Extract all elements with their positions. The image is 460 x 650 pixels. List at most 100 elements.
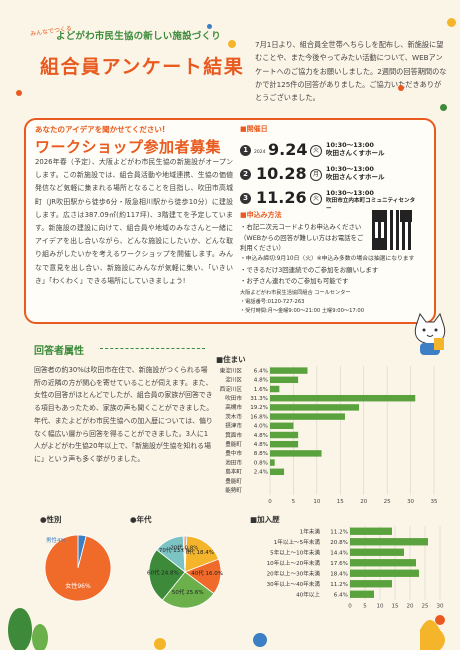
- contact-phone: ・電話番号:0120-727-263: [240, 299, 305, 305]
- bar: [270, 422, 294, 430]
- age-chart-title: ●年代: [130, 515, 152, 524]
- qr-code-icon[interactable]: [372, 210, 412, 250]
- bar: [270, 394, 416, 402]
- slice-label: 女性96%: [65, 582, 91, 590]
- tick-label: 15: [337, 499, 344, 505]
- tick-label: 25: [422, 604, 429, 610]
- decor-dot: [398, 85, 404, 91]
- tick-label: 30: [407, 499, 414, 505]
- age-pie-chart: 80代以上 0.8%30代 18.4% 40代 16.0% 50代 25.6% 60代…: [147, 535, 223, 609]
- category-label: 豊能町: [225, 440, 242, 448]
- data-label: 4.8%: [254, 378, 268, 384]
- age-chart-title-text: 年代: [136, 515, 152, 524]
- residence-chart-title: ■住まい: [216, 355, 246, 364]
- bar: [270, 450, 322, 457]
- category-label: 30年以上～40年未満: [267, 580, 321, 588]
- category-label: 10年以上～20年未満: [267, 559, 321, 567]
- respondents-title: 回答者属性: [34, 346, 84, 357]
- bar: [350, 527, 392, 535]
- category-label: 20年以上～30年未満: [267, 569, 321, 577]
- date-time: 10:30～13:00: [326, 189, 374, 197]
- category-label: 1年以上～5年未満: [274, 538, 321, 546]
- slice-label: 50代 25.6%: [172, 588, 204, 596]
- schedule-list: 1 2024 9.24 火 10:30～13:00 吹田さんくすホール 2 10…: [240, 140, 420, 212]
- data-label: 1.6%: [254, 387, 268, 393]
- residence-chart-title-text: 住まい: [223, 355, 246, 364]
- date-value: 10.28: [256, 164, 307, 183]
- data-label: 2.4%: [254, 470, 268, 476]
- category-label: 豊中市: [225, 449, 242, 457]
- slice-label: 60代 24.8%: [147, 569, 179, 577]
- date-value: 11.26: [256, 188, 307, 207]
- bar: [350, 559, 416, 567]
- date-time: 10:30～13:00: [326, 165, 374, 173]
- bar: [270, 440, 299, 448]
- gender-chart-title: ●性別: [40, 515, 62, 524]
- header-subtitle: よどがわ市民生協の新しい施設づくり: [56, 31, 221, 42]
- bar: [270, 367, 308, 374]
- category-label: 豊能町: [225, 477, 242, 485]
- apply-note-2: ・お子さん連れでのご参加も可能です: [240, 277, 349, 285]
- date-number: 1: [240, 145, 251, 156]
- category-label: 吹田市: [225, 394, 242, 402]
- decor-dot: [440, 104, 447, 111]
- contact-hours: ・受付時間:月～金曜9:00～21:00 土曜9:00～17:00: [240, 308, 365, 314]
- pie-slice: [184, 535, 220, 573]
- tick-label: 15: [392, 604, 399, 610]
- bar: [270, 413, 345, 420]
- category-label: 淀川区: [225, 376, 242, 384]
- data-label: 20.8%: [330, 540, 348, 546]
- mascot-cat-icon: [414, 312, 446, 355]
- date-place: 吹田市立内本町コミュニティセンター: [326, 198, 416, 212]
- respondents-divider: [100, 348, 205, 349]
- data-label: 8.8%: [254, 451, 268, 457]
- tick-label: 30: [437, 604, 444, 610]
- pie-slice: [161, 571, 215, 609]
- bar: [270, 468, 285, 476]
- slice-label: 70代 13.6%: [159, 546, 191, 554]
- workshop-title: ワークショップ参加者募集: [35, 138, 222, 156]
- data-label: 0.8%: [254, 460, 268, 466]
- category-label: 箕面市: [225, 431, 242, 439]
- date-place: 吹田さんくすホール: [326, 149, 385, 157]
- decor-dot: [16, 90, 22, 96]
- tick-label: 0: [348, 604, 352, 610]
- category-label: 島本町: [225, 468, 242, 476]
- pie-slice: [148, 549, 186, 601]
- tick-label: 20: [407, 604, 414, 610]
- workshop-subtitle: あなたのアイデアを聞かせてください!: [35, 125, 166, 134]
- category-label: 1年未満: [300, 527, 321, 535]
- category-label: 5年以上～10年未満: [270, 548, 320, 556]
- slice-label: 40代 16.0%: [191, 569, 223, 577]
- membership-chart-title-text: 加入歴: [257, 515, 280, 524]
- pie-slice: [44, 534, 112, 602]
- data-label: 4.8%: [254, 433, 268, 439]
- residence-chart: 0 5 10 15 20 25 30 35 東淀川区 6.4% 淀川区 4.8% 西淀川区 1.6% 吹田市…: [220, 366, 438, 505]
- slice-label: 20代 0.8%: [170, 544, 198, 552]
- category-label: 40年以上: [296, 590, 320, 598]
- category-label: 高槻市: [225, 403, 242, 411]
- data-label: 6.4%: [334, 592, 348, 598]
- intro-text: 7月1日より、組合員全世帯へちらしを配布し、新施設に望むことや、また今後やってみ…: [255, 40, 447, 103]
- membership-chart-title: ■加入歴: [250, 515, 280, 524]
- date-weekday: 火: [310, 145, 322, 157]
- date-time: 10:30～13:00: [326, 141, 374, 149]
- decor-dot: [207, 24, 212, 29]
- workshop-box: [24, 118, 436, 324]
- slice-label: 80代以上 0.8%: [166, 544, 205, 552]
- date-year: 2024: [254, 150, 266, 155]
- category-label: 池田市: [225, 458, 242, 466]
- data-label: 11.2%: [330, 529, 348, 535]
- respondents-body: 回答者の約30%は吹田市在住で、新施設がつくられる場所の近隣の方が関心を寄せてい…: [34, 366, 214, 463]
- data-label: 11.2%: [330, 582, 348, 588]
- tick-label: 5: [363, 604, 367, 610]
- apply-label: ■申込み方法: [240, 211, 282, 219]
- decor-leaves-icon: [8, 608, 445, 650]
- bar: [350, 569, 419, 577]
- decor-dot: [228, 40, 236, 48]
- workshop-body: 2026年春（予定）、大阪よどがわ市民生協の新施設がオープンします。この新施設で…: [35, 158, 233, 285]
- schedule-label: ■開催日: [240, 125, 268, 133]
- contact-name: 大阪よどがわ市民生活協同組合 コールセンター: [240, 290, 351, 296]
- tick-label: 20: [360, 499, 367, 505]
- tick-label: 0: [268, 499, 272, 505]
